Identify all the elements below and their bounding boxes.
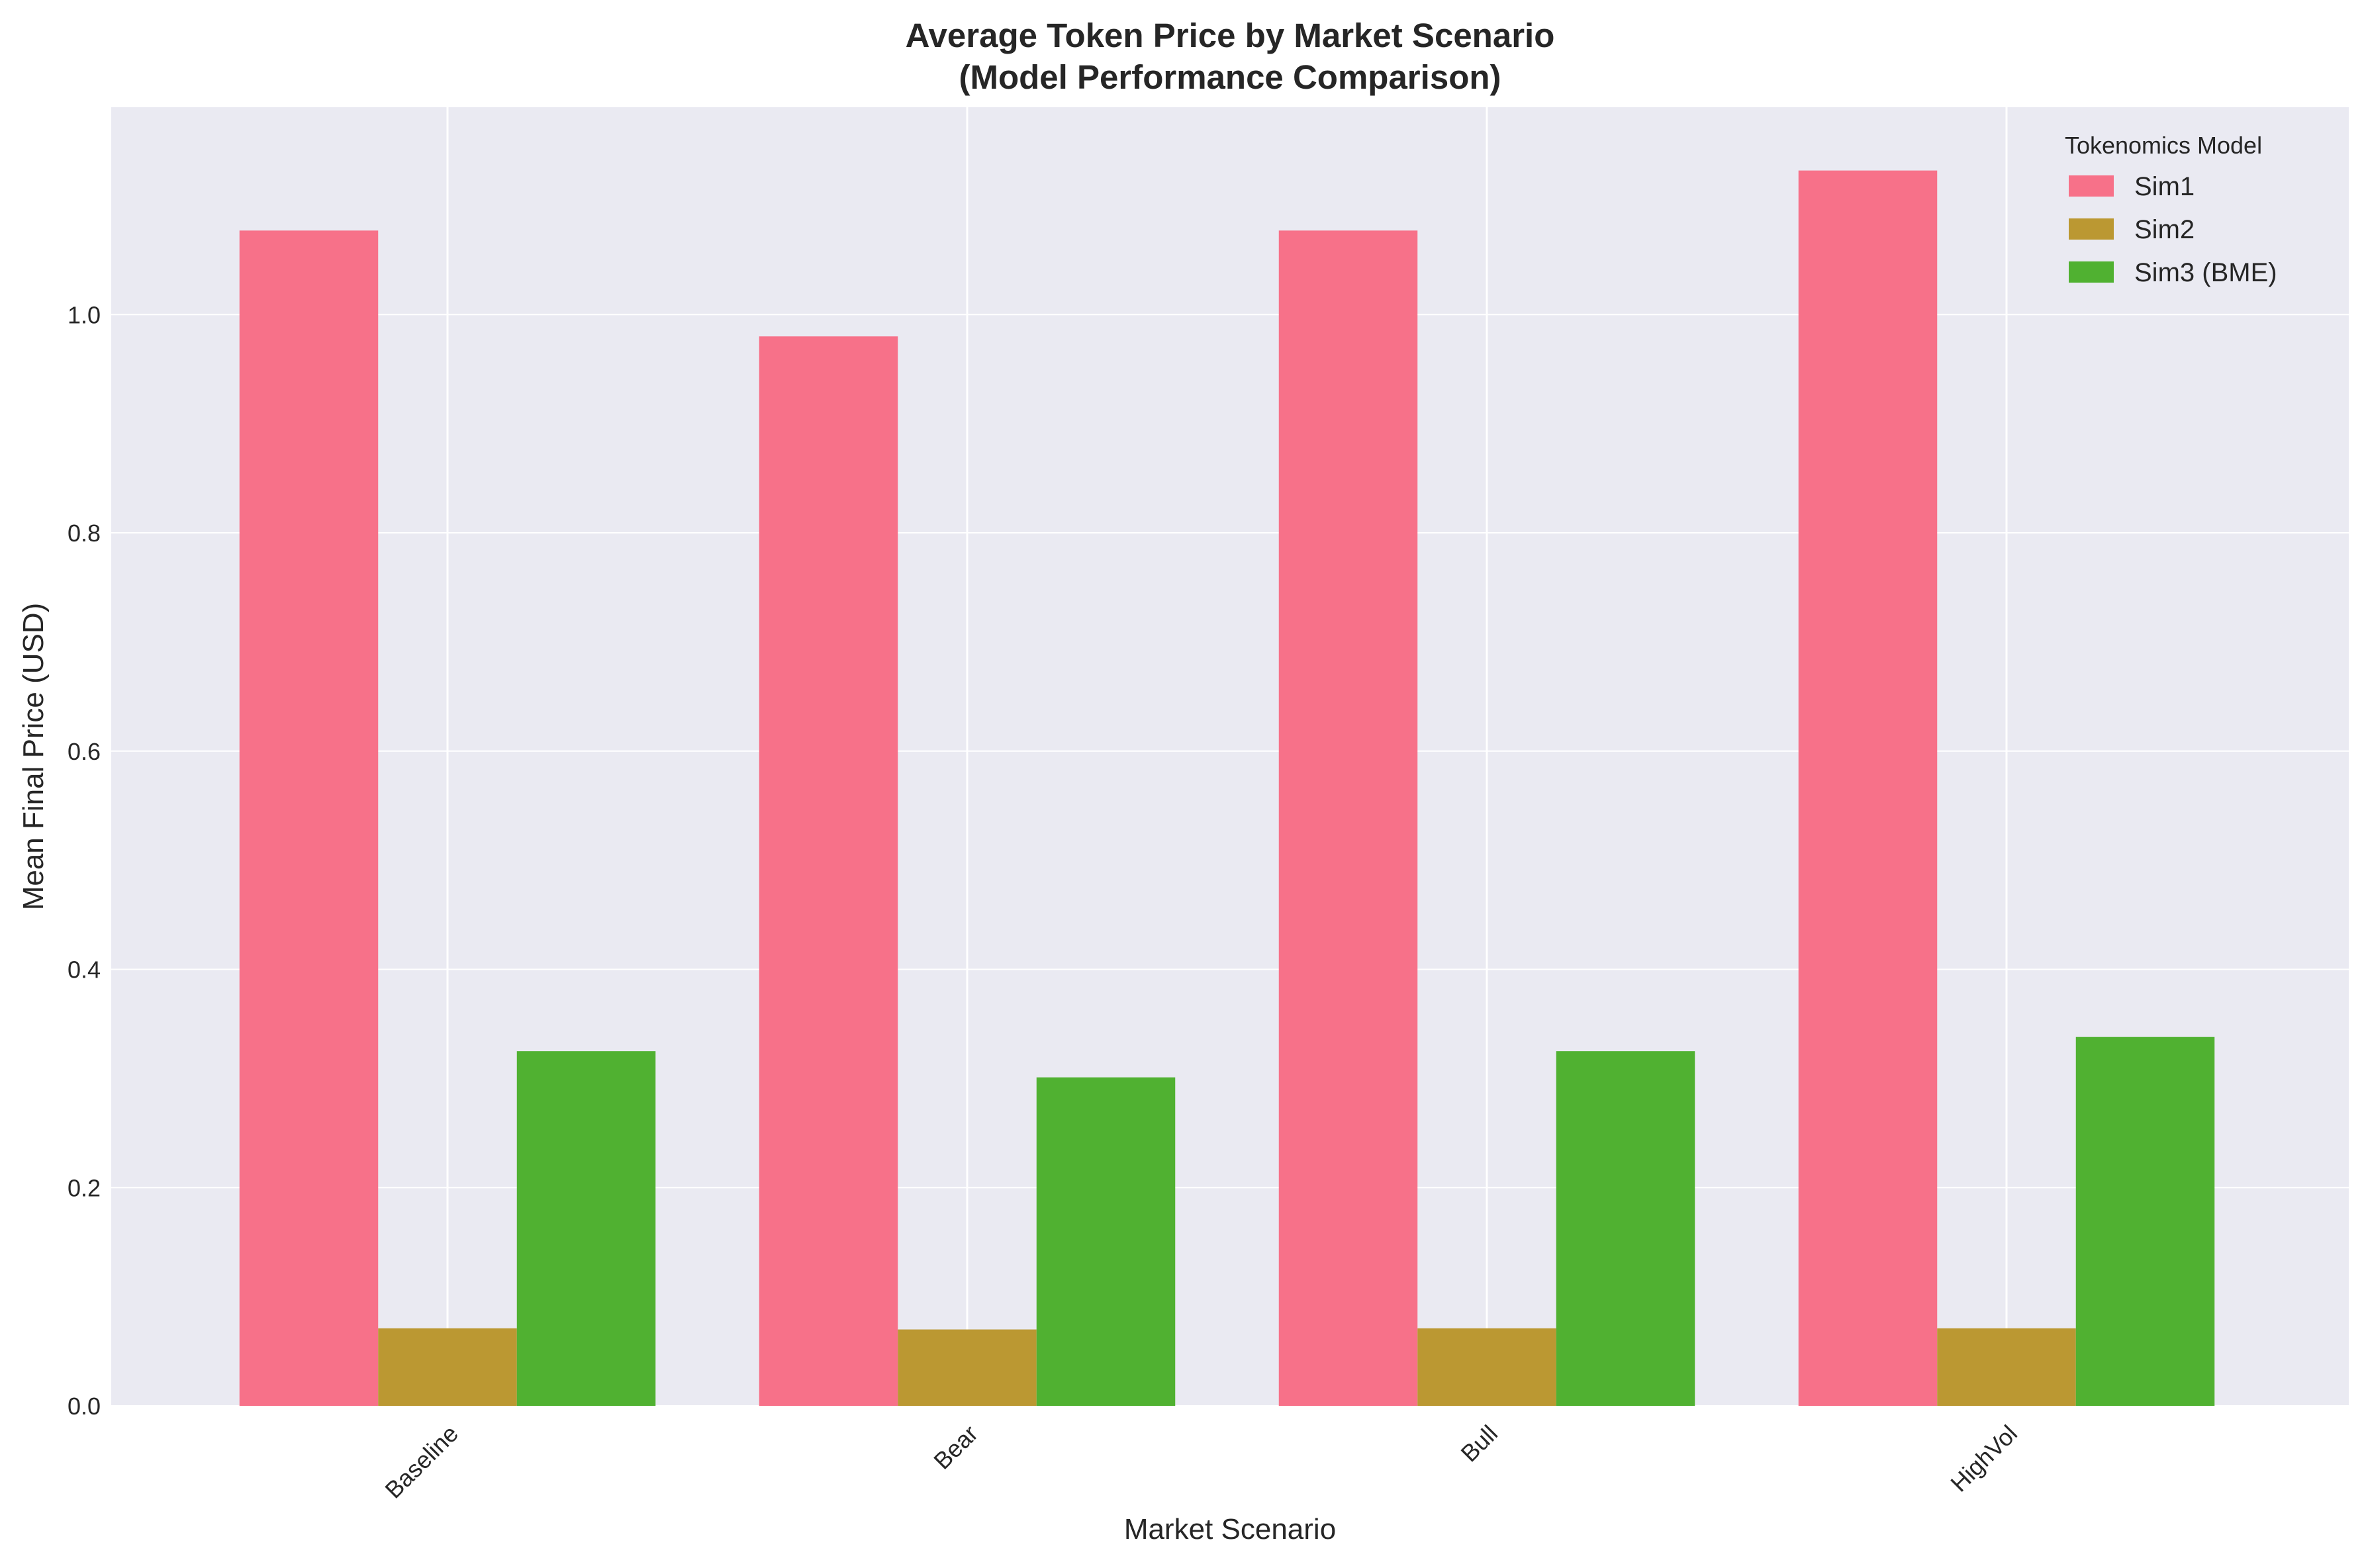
bar-sim1-highvol [1798, 170, 1938, 1406]
y-tick-label: 0.8 [68, 520, 101, 547]
y-tick-label: 0.4 [68, 956, 101, 984]
y-tick-label: 0.0 [68, 1393, 101, 1420]
legend-swatch [2069, 261, 2114, 283]
bar-sim2-bear [898, 1329, 1037, 1406]
chart-title: Average Token Price by Market Scenario [906, 17, 1555, 54]
bar-sim3-bme-highvol [2075, 1037, 2215, 1406]
legend-label: Sim3 (BME) [2134, 258, 2277, 287]
bars [239, 170, 2215, 1406]
legend-items: Sim1 Sim2 Sim3 (BME) [2069, 172, 2277, 287]
y-tick-label: 0.2 [68, 1174, 101, 1201]
bar-sim1-bear [759, 336, 898, 1406]
y-tick-label: 0.6 [68, 738, 101, 765]
bar-sim3-bme-baseline [516, 1051, 656, 1406]
legend-title: Tokenomics Model [2065, 132, 2262, 159]
bar-sim3-bme-bear [1036, 1077, 1176, 1406]
bar-sim2-highvol [1937, 1328, 2076, 1406]
bar-sim1-bull [1278, 230, 1418, 1406]
legend-label: Sim2 [2134, 215, 2195, 244]
legend-swatch [2069, 175, 2114, 197]
legend-swatch [2069, 218, 2114, 240]
y-tick-label: 1.0 [68, 301, 101, 328]
legend: Tokenomics Model Sim1 Sim2 Sim3 (BME) [2065, 132, 2277, 287]
legend-label: Sim1 [2134, 172, 2195, 201]
y-axis-label: Mean Final Price (USD) [17, 603, 50, 911]
bar-sim2-bull [1417, 1328, 1556, 1406]
y-tick-labels: 0.0 0.2 0.4 0.6 0.8 1.0 [68, 301, 101, 1420]
x-axis-label: Market Scenario [1124, 1513, 1336, 1545]
bar-sim1-baseline [239, 230, 379, 1406]
plot-area [111, 107, 2349, 1406]
bar-sim2-baseline [378, 1328, 517, 1406]
bar-sim3-bme-bull [1556, 1051, 1695, 1406]
chart-subtitle: (Model Performance Comparison) [959, 58, 1501, 96]
